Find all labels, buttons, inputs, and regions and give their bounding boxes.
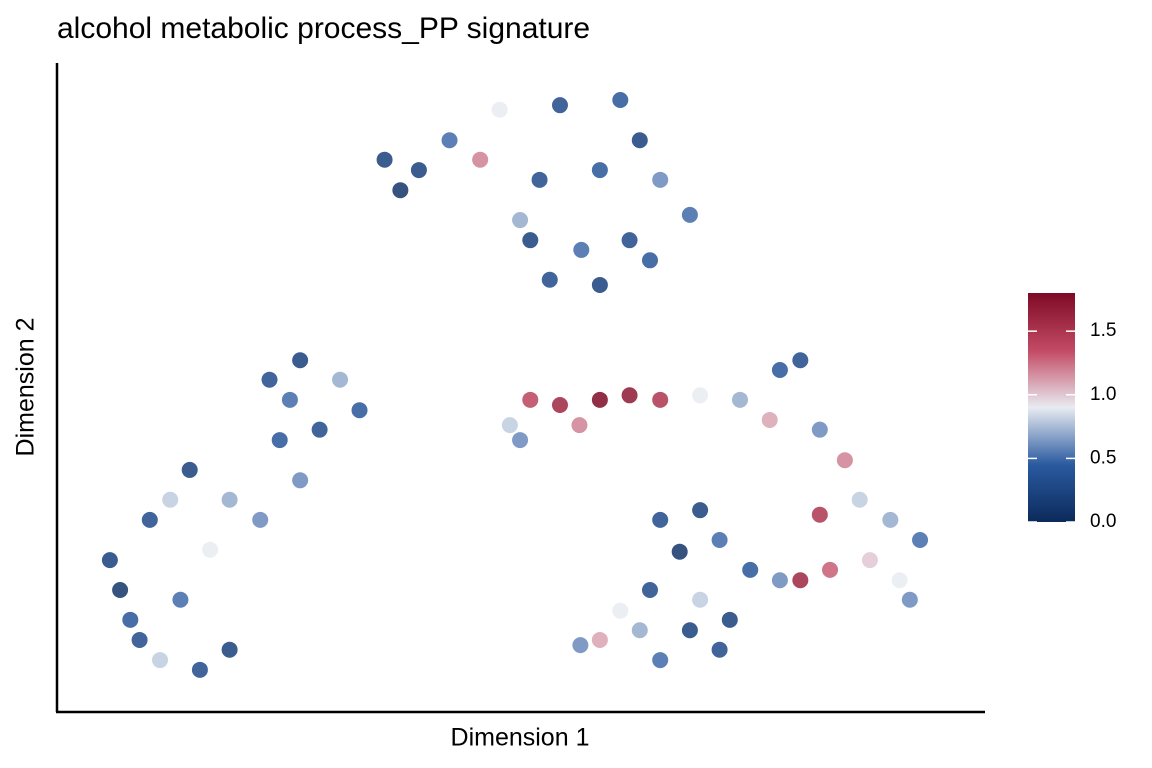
point: [692, 502, 709, 519]
point: [882, 511, 899, 528]
point: [512, 212, 529, 229]
point: [410, 162, 427, 179]
point: [771, 572, 788, 589]
point: [392, 182, 409, 199]
point: [612, 91, 629, 108]
chart-title: alcohol metabolic process_PP signature: [57, 12, 590, 45]
point: [692, 387, 709, 404]
colorbar: [1028, 293, 1075, 522]
point: [332, 371, 349, 388]
point: [221, 491, 238, 508]
point: [912, 532, 929, 549]
point: [181, 461, 198, 478]
point: [711, 532, 728, 549]
point: [252, 511, 269, 528]
point: [822, 561, 839, 578]
point: [792, 572, 809, 589]
point: [311, 421, 328, 438]
point: [631, 622, 648, 639]
point: [491, 101, 508, 118]
colorbar-tick-label: 0.5: [1090, 447, 1116, 468]
point: [681, 622, 698, 639]
point: [292, 472, 309, 489]
point: [122, 611, 139, 628]
point: [112, 581, 129, 598]
point: [901, 591, 918, 608]
point: [811, 421, 828, 438]
point: [641, 581, 658, 598]
point: [861, 552, 878, 569]
point: [512, 432, 529, 449]
point: [621, 387, 638, 404]
point: [681, 206, 698, 223]
point: [652, 171, 669, 188]
point: [551, 397, 568, 414]
point: [101, 552, 118, 569]
point: [811, 506, 828, 523]
point: [551, 97, 568, 114]
colorbar-tick-label: 1.5: [1090, 320, 1116, 341]
point: [732, 391, 749, 408]
point: [771, 361, 788, 378]
point: [761, 411, 778, 428]
point: [792, 352, 809, 369]
point: [281, 391, 298, 408]
point: [631, 132, 648, 149]
point: [191, 661, 208, 678]
point: [351, 402, 368, 419]
point: [591, 276, 608, 293]
point: [202, 541, 219, 558]
point: [472, 151, 489, 168]
point: [522, 391, 539, 408]
point: [271, 432, 288, 449]
point: [292, 352, 309, 369]
point: [641, 252, 658, 269]
point: [652, 391, 669, 408]
point: [721, 611, 738, 628]
point: [131, 631, 148, 648]
point: [591, 631, 608, 648]
point: [671, 543, 688, 560]
point: [573, 241, 590, 258]
point: [742, 561, 759, 578]
point: [891, 572, 908, 589]
point: [836, 452, 853, 469]
point: [221, 641, 238, 658]
point: [152, 652, 169, 669]
point: [711, 641, 728, 658]
point: [652, 511, 669, 528]
point: [541, 271, 558, 288]
point: [851, 491, 868, 508]
point: [572, 637, 589, 654]
point: [591, 162, 608, 179]
colorbar-tick-label: 0.0: [1090, 511, 1116, 532]
point: [591, 391, 608, 408]
point: [531, 171, 548, 188]
y-axis-label: Dimension 2: [12, 318, 40, 457]
point: [652, 652, 669, 669]
point: [172, 591, 189, 608]
point: [571, 417, 588, 434]
point: [162, 491, 179, 508]
point: [522, 232, 539, 249]
point: [141, 511, 158, 528]
point: [692, 591, 709, 608]
point: [621, 232, 638, 249]
point: [261, 371, 278, 388]
x-axis-label: Dimension 1: [451, 724, 590, 752]
point: [501, 417, 518, 434]
point: [441, 132, 458, 149]
point: [376, 151, 393, 168]
colorbar-tick-label: 1.0: [1090, 384, 1116, 405]
point: [612, 602, 629, 619]
